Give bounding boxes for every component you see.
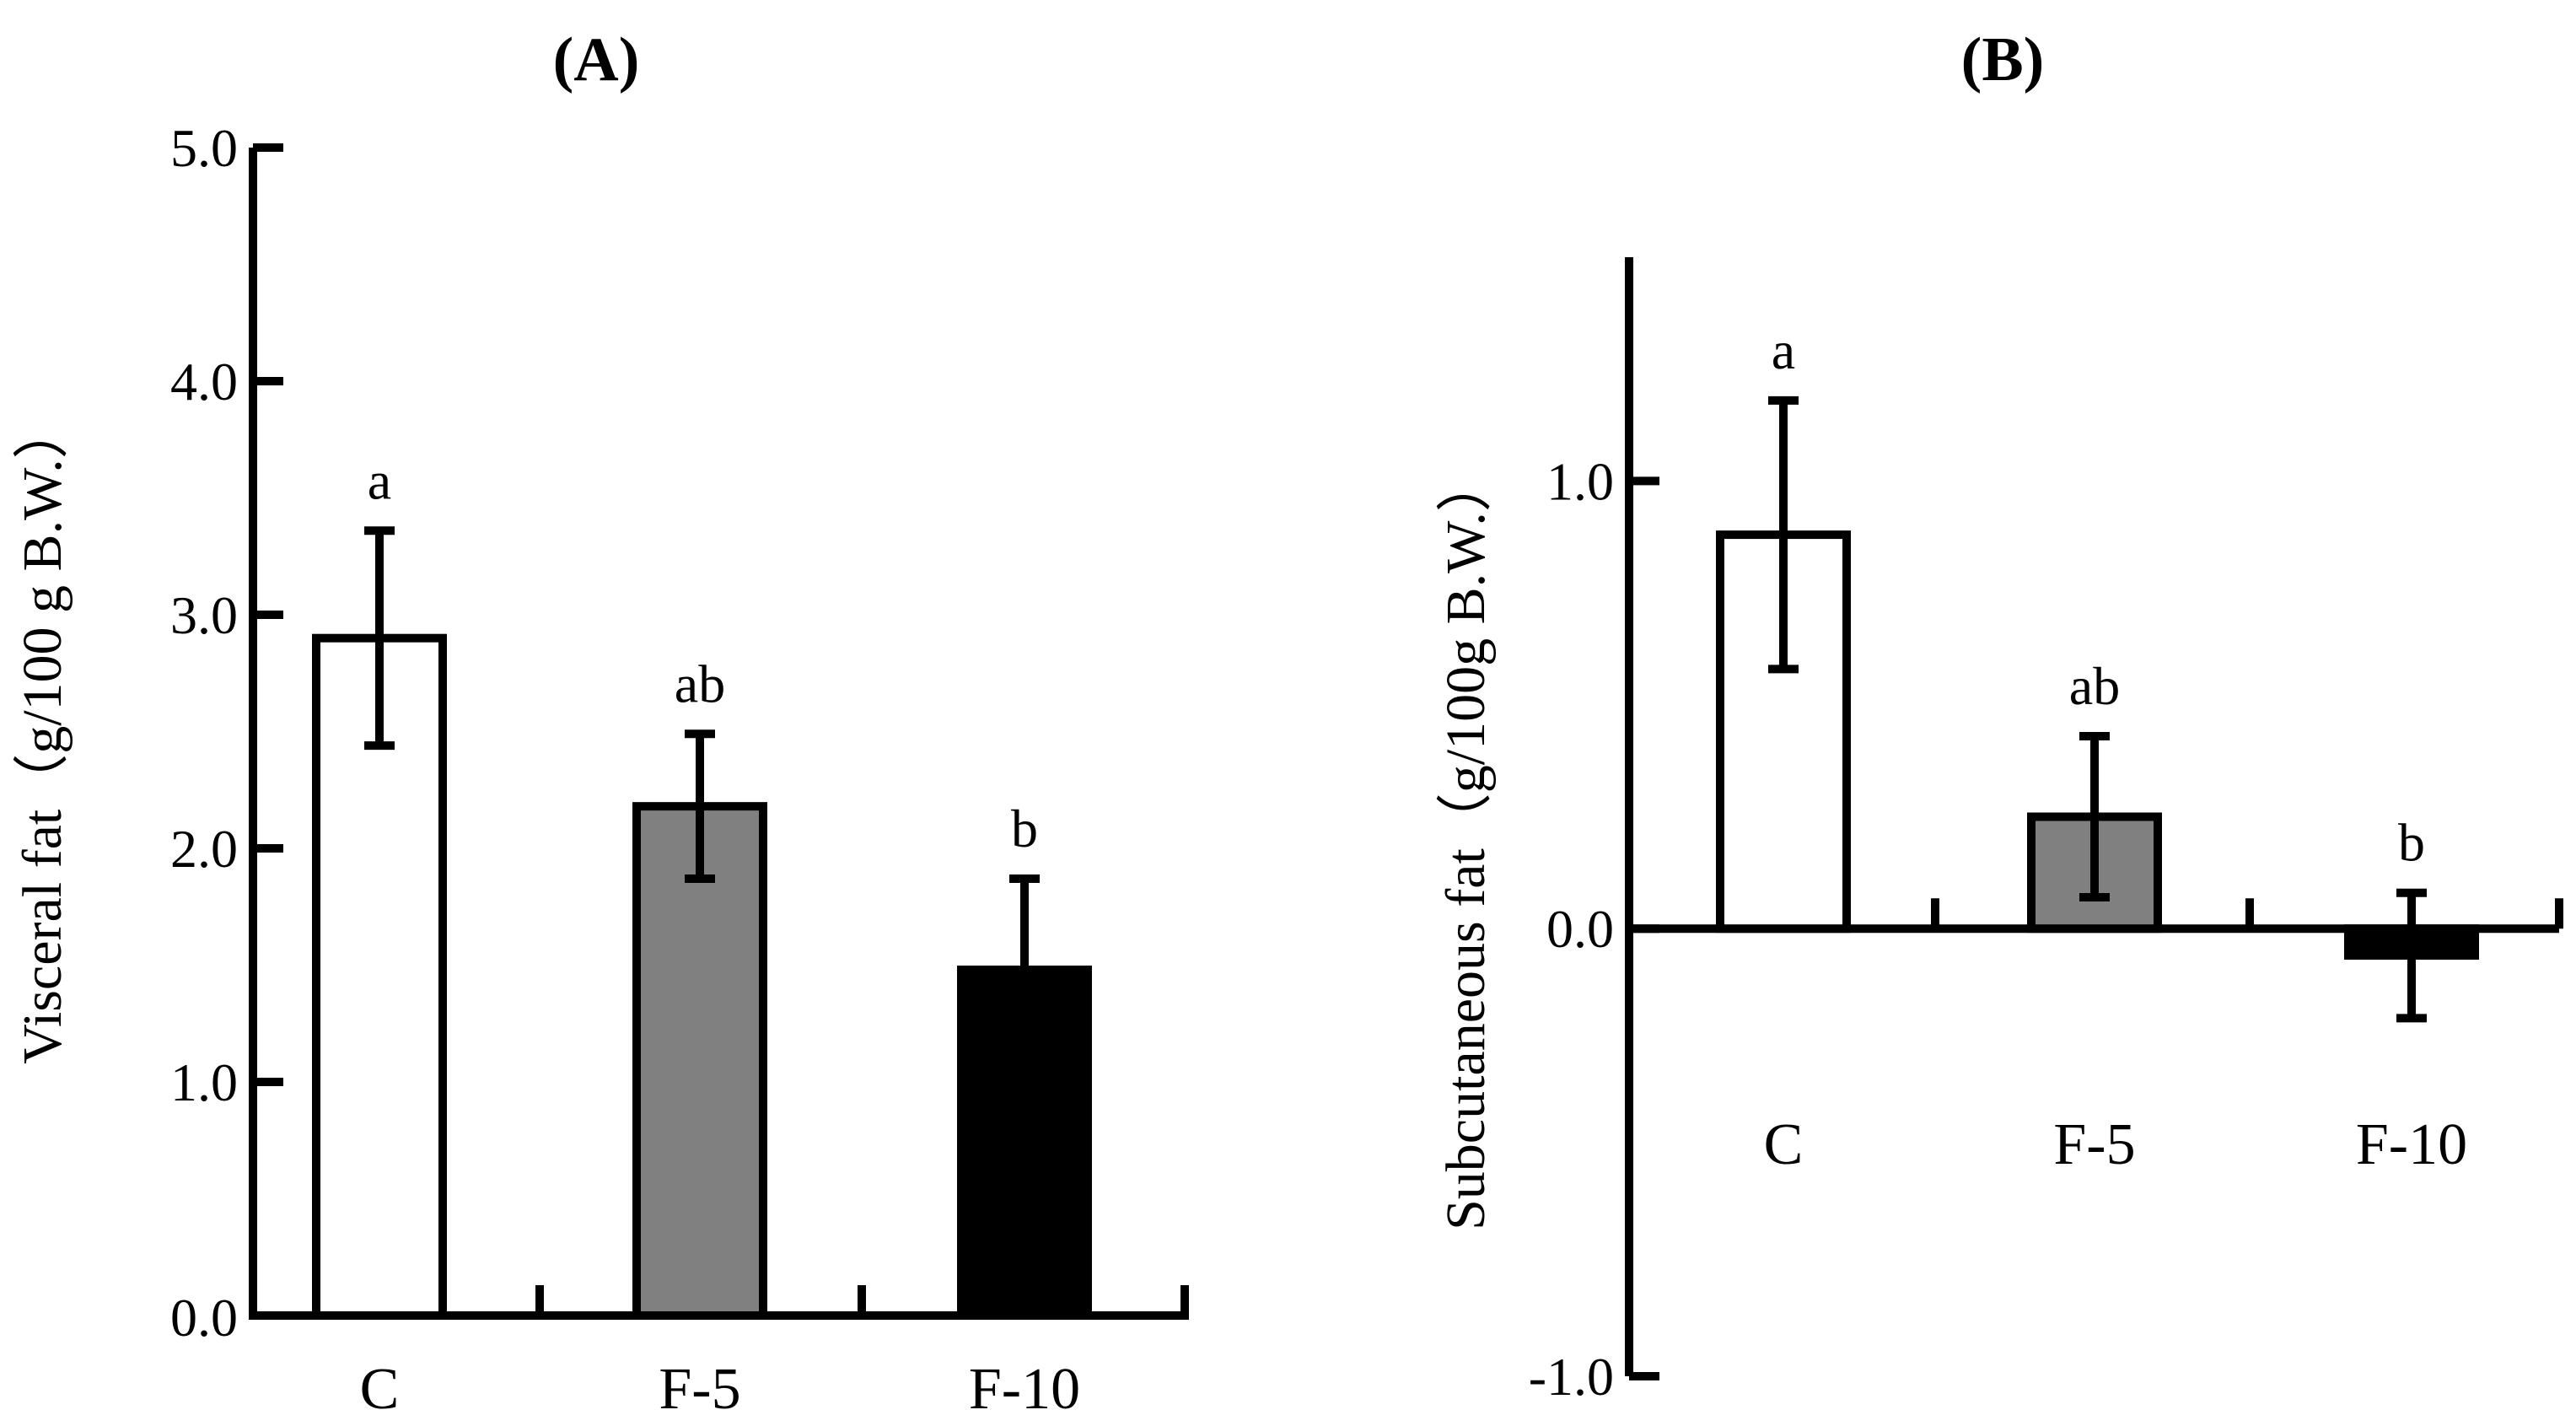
y-tick-label-a-3: 3.0 bbox=[170, 585, 238, 645]
panel-label-b: (B) bbox=[1961, 25, 2045, 94]
y-axis-label-b: Subcutaneous fat（g/100g B.W.） bbox=[1435, 456, 1497, 1230]
significance-labels-b: a ab b bbox=[1772, 320, 2425, 873]
significance-label-a-0: a bbox=[368, 450, 391, 510]
y-ticks-b: -1.0 0.0 1.0 bbox=[1529, 451, 1659, 1407]
bar-a-f-5 bbox=[632, 802, 767, 1320]
error-bars-a bbox=[364, 526, 1040, 1066]
category-label-b-0: C bbox=[1764, 1112, 1804, 1177]
significance-label-b-2: b bbox=[2398, 813, 2425, 873]
y-tick-label-a-5: 5.0 bbox=[170, 118, 238, 178]
y-tick-label-a-2: 2.0 bbox=[170, 819, 238, 879]
bar-a-c bbox=[312, 633, 447, 1320]
significance-labels-a: a ab b bbox=[368, 450, 1038, 858]
y-tick-label-a-0: 0.0 bbox=[170, 1288, 238, 1348]
significance-label-b-1: ab bbox=[2069, 656, 2120, 716]
y-ticks-a: 0.0 1.0 2.0 3.0 4.0 5.0 bbox=[170, 118, 283, 1348]
significance-label-b-0: a bbox=[1772, 320, 1795, 380]
y-tick-label-b-2: 1.0 bbox=[1546, 451, 1614, 511]
category-label-a-0: C bbox=[360, 1357, 400, 1422]
bars-a bbox=[312, 633, 1092, 1321]
category-labels-a: C F-5 F-10 bbox=[360, 1357, 1080, 1422]
error-bars-b bbox=[1768, 396, 2427, 1023]
significance-label-a-2: b bbox=[1011, 799, 1038, 858]
y-tick-label-a-1: 1.0 bbox=[170, 1052, 238, 1112]
panel-label-a: (A) bbox=[553, 25, 640, 94]
category-label-b-2: F-10 bbox=[2356, 1112, 2467, 1177]
chart-panel-b: (B) Subcutaneous fat（g/100g B.W.） -1.0 0.… bbox=[1435, 25, 2563, 1407]
y-tick-label-a-4: 4.0 bbox=[170, 352, 238, 412]
category-labels-b: C F-5 F-10 bbox=[1764, 1112, 2467, 1177]
significance-label-a-1: ab bbox=[675, 654, 725, 713]
y-tick-label-b-1: 0.0 bbox=[1546, 899, 1614, 959]
category-label-a-2: F-10 bbox=[969, 1357, 1080, 1422]
category-label-b-1: F-5 bbox=[2053, 1112, 2135, 1177]
chart-panel-a: (A) Visceral fat（g/100 g B.W.） 0.0 1.0 2.0… bbox=[12, 25, 1189, 1422]
y-axis-label-a: Visceral fat（g/100 g B.W.） bbox=[12, 403, 73, 1064]
category-label-a-1: F-5 bbox=[659, 1357, 740, 1422]
y-tick-label-b-0: -1.0 bbox=[1529, 1347, 1614, 1407]
